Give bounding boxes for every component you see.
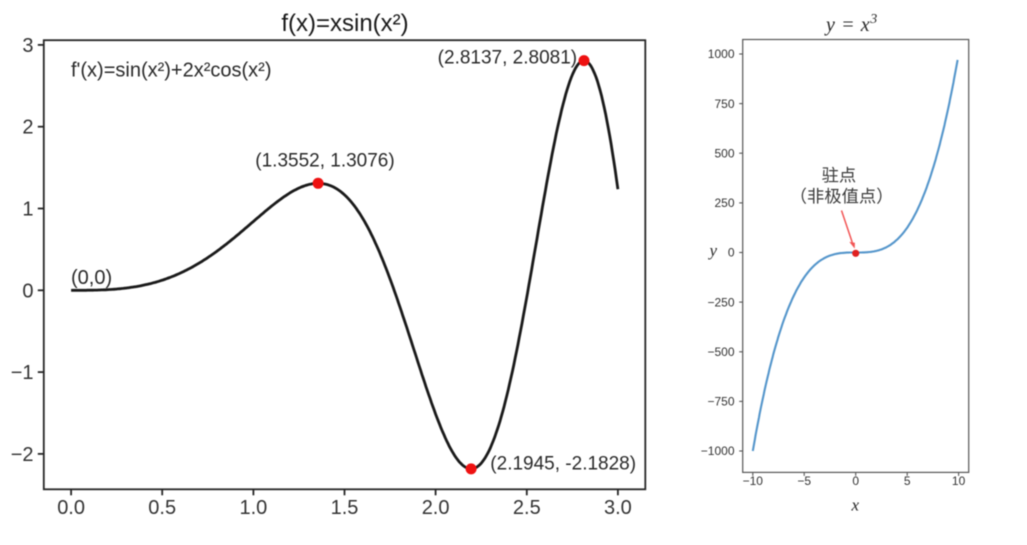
svg-text:y: y	[708, 241, 718, 260]
svg-text:(2.8137, 2.8081): (2.8137, 2.8081)	[438, 48, 577, 69]
svg-text:2: 2	[22, 117, 33, 139]
svg-text:0.0: 0.0	[57, 497, 85, 519]
svg-text:10: 10	[952, 474, 966, 488]
svg-text:3: 3	[22, 35, 33, 57]
svg-text:1000: 1000	[708, 47, 735, 61]
svg-text:2.5: 2.5	[513, 497, 541, 519]
svg-text:−750: −750	[707, 395, 734, 409]
svg-text:2.0: 2.0	[422, 497, 450, 519]
svg-text:−250: −250	[707, 295, 734, 309]
svg-text:250: 250	[714, 196, 734, 210]
svg-text:1.0: 1.0	[239, 497, 267, 519]
svg-text:−500: −500	[707, 345, 734, 359]
svg-text:−1000: −1000	[701, 444, 735, 458]
svg-text:0: 0	[728, 246, 735, 260]
svg-text:1.5: 1.5	[331, 497, 359, 519]
svg-text:0.5: 0.5	[148, 497, 176, 519]
svg-text:(1.3552, 1.3076): (1.3552, 1.3076)	[255, 150, 394, 171]
svg-text:−2: −2	[11, 444, 34, 466]
svg-text:(0,0): (0,0)	[71, 267, 112, 289]
svg-text:(2.1945, -2.1828): (2.1945, -2.1828)	[490, 454, 636, 475]
svg-text:500: 500	[714, 146, 734, 160]
svg-text:0: 0	[22, 280, 33, 302]
svg-text:−1: −1	[11, 362, 34, 384]
svg-text:750: 750	[714, 97, 734, 111]
svg-text:5: 5	[904, 474, 911, 488]
svg-text:y = x3: y = x3	[824, 12, 878, 36]
svg-text:f(x)=xsin(x²): f(x)=xsin(x²)	[281, 10, 408, 37]
svg-text:0: 0	[852, 474, 859, 488]
svg-text:x: x	[851, 496, 860, 515]
svg-text:−10: −10	[743, 474, 764, 488]
svg-text:−5: −5	[797, 474, 811, 488]
svg-text:1: 1	[22, 199, 33, 221]
svg-text:f'(x)=sin(x²)+2x²cos(x²): f'(x)=sin(x²)+2x²cos(x²)	[71, 60, 272, 82]
svg-text:3.0: 3.0	[604, 497, 632, 519]
